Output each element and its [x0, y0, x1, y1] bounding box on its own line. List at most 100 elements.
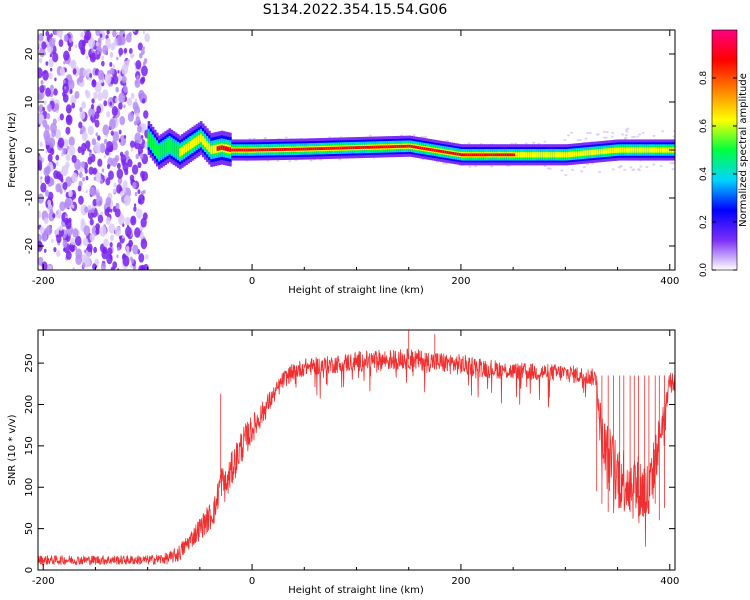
noise-speckle: [107, 163, 111, 169]
ridge-cell: [577, 151, 581, 157]
noise-speckle: [52, 118, 57, 125]
noise-speckle: [60, 178, 64, 183]
ridge-halo: [611, 168, 615, 171]
ridge-cell: [204, 138, 207, 148]
spectrogram-y-tick-label: -20: [24, 238, 35, 254]
noise-speckle: [119, 115, 126, 126]
noise-speckle: [74, 235, 82, 246]
ridge-halo: [611, 131, 615, 134]
ridge-cell: [356, 146, 360, 150]
ridge-cell: [298, 147, 301, 151]
noise-speckle: [133, 206, 137, 212]
ridge-halo: [468, 165, 472, 168]
noise-speckle: [94, 81, 102, 93]
ridge-cell: [227, 146, 230, 152]
noise-speckle: [54, 129, 61, 139]
ridge-cell: [492, 153, 495, 157]
noise-speckle: [40, 79, 44, 85]
noise-speckle: [63, 50, 70, 61]
ridge-cell: [665, 147, 669, 153]
ridge-cell: [625, 147, 629, 153]
ridge-cell: [640, 147, 644, 153]
ridge-cell: [237, 148, 241, 152]
noise-speckle: [140, 135, 144, 140]
noise-speckle: [70, 237, 76, 246]
ridge-halo: [543, 165, 547, 168]
noise-speckle: [139, 152, 144, 160]
ridge-cell: [435, 149, 439, 153]
noise-speckle: [130, 264, 133, 269]
ridge-halo: [629, 166, 633, 169]
noise-speckle: [52, 213, 56, 219]
ridge-cell: [272, 148, 276, 152]
ridge-cell: [465, 153, 468, 157]
noise-speckle: [99, 33, 103, 38]
noise-speckle: [78, 195, 84, 205]
ridge-cell: [158, 145, 161, 159]
noise-speckle: [91, 113, 95, 118]
noise-speckle: [83, 237, 89, 247]
ridge-cell: [617, 147, 621, 153]
noise-speckle: [51, 238, 54, 243]
noise-speckle: [145, 253, 149, 260]
ridge-cell: [239, 148, 243, 152]
noise-speckle: [97, 214, 104, 224]
noise-speckle: [84, 168, 88, 174]
noise-speckle: [44, 174, 51, 185]
ridge-cell: [249, 148, 253, 152]
noise-speckle: [45, 150, 48, 154]
ridge-cell: [515, 152, 518, 158]
noise-speckle: [134, 78, 141, 88]
noise-speckle: [62, 181, 68, 191]
ridge-halo: [598, 171, 602, 174]
ridge-cell: [325, 147, 328, 150]
ridge-cell: [427, 147, 431, 151]
ridge-cell: [166, 140, 170, 154]
spectrogram-cells: [38, 30, 675, 270]
ridge-cell: [534, 152, 537, 158]
noise-speckle: [134, 191, 138, 197]
ridge-cell: [398, 145, 401, 148]
ridge-cell: [270, 148, 274, 152]
ridge-cell: [341, 146, 345, 150]
noise-speckle: [74, 44, 78, 49]
ridge-cell: [575, 151, 579, 157]
ridge-halo: [248, 137, 252, 140]
noise-speckle: [127, 97, 133, 106]
noise-speckle: [55, 183, 62, 193]
noise-speckle: [54, 229, 58, 236]
ridge-cell: [243, 148, 247, 152]
noise-speckle: [103, 138, 108, 145]
ridge-cell: [594, 149, 598, 155]
noise-speckle: [101, 248, 109, 260]
ridge-cell: [485, 153, 489, 157]
ridge-cell: [559, 152, 562, 158]
noise-speckle: [49, 178, 55, 186]
ridge-halo: [578, 138, 582, 141]
noise-speckle: [104, 73, 112, 84]
noise-speckle: [39, 180, 42, 184]
noise-speckle: [47, 191, 54, 201]
noise-speckle: [43, 70, 46, 75]
ridge-cell: [149, 134, 153, 148]
ridge-cell: [153, 140, 157, 154]
ridge-cell: [442, 150, 445, 154]
ridge-cell: [256, 148, 259, 152]
ridge-halo: [444, 162, 448, 165]
noise-speckle: [65, 219, 72, 230]
noise-speckle: [85, 55, 89, 60]
noise-speckle: [122, 162, 129, 172]
noise-speckle: [82, 262, 86, 269]
noise-speckle: [135, 153, 140, 160]
spectrogram-y-tick-label: 20: [24, 48, 35, 61]
ridge-cell: [412, 145, 416, 149]
noise-speckle: [48, 37, 56, 48]
ridge-cell: [197, 135, 201, 144]
snr-y-tick-label: 250: [24, 354, 35, 373]
ridge-cell: [433, 148, 437, 152]
noise-speckle: [58, 39, 64, 47]
noise-speckle: [106, 140, 114, 153]
ridge-cell: [460, 153, 464, 157]
noise-speckle: [112, 131, 119, 142]
